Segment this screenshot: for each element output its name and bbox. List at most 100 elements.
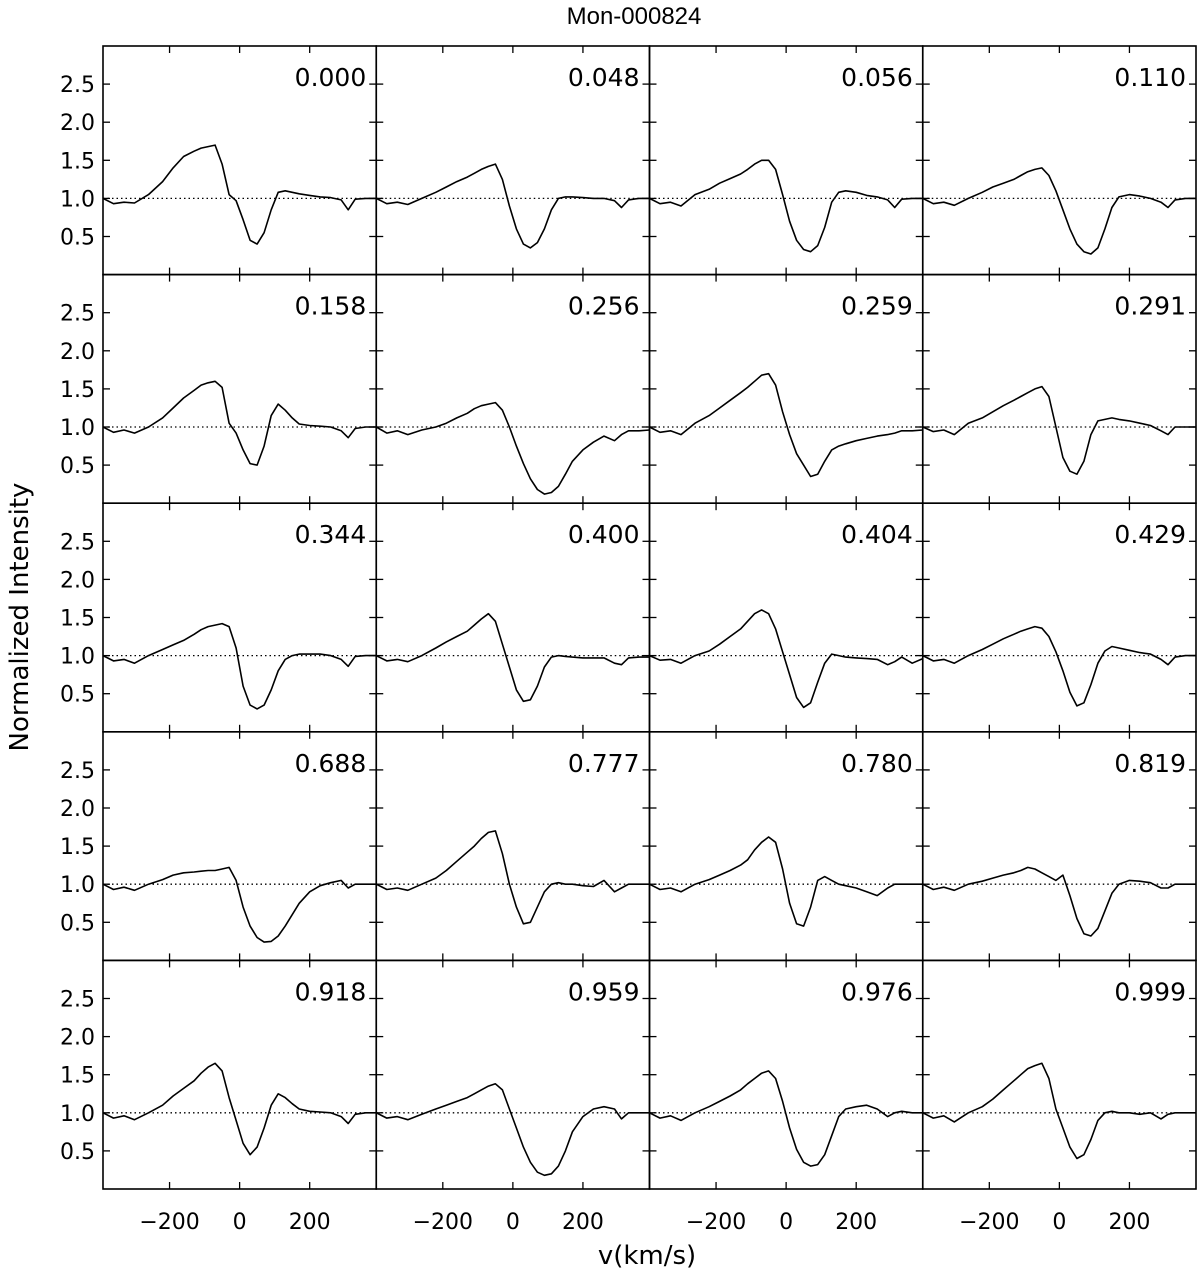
- spectrum-panel: 0.048: [375, 45, 651, 276]
- phase-label: 0.780: [841, 749, 913, 778]
- y-tick-label: 0.5: [60, 1140, 95, 1165]
- spectrum-panel: 0.819: [921, 730, 1197, 962]
- spectrum-line: [102, 866, 377, 943]
- y-tick-label: 1.5: [60, 1064, 95, 1089]
- phase-label: 0.999: [1114, 977, 1186, 1006]
- x-tick-label: 0: [1052, 1210, 1066, 1235]
- spectrum-line: [922, 866, 1196, 937]
- y-tick-label: 0.5: [60, 454, 95, 479]
- phase-label: 0.777: [568, 749, 640, 778]
- y-tick-label: 1.0: [60, 416, 95, 441]
- spectrum-line: [102, 1062, 377, 1156]
- spectrum-panel: 0.5 1.0 1.5 2.0 2.5 0.158: [60, 273, 378, 505]
- x-tick-label: 0: [506, 1210, 520, 1235]
- y-tick-label: 2.5: [60, 302, 95, 327]
- phase-label: 0.918: [295, 977, 367, 1006]
- x-tick-label: 200: [1108, 1210, 1150, 1235]
- y-tick-label: 1.0: [60, 873, 95, 898]
- x-tick-label: −200: [139, 1210, 199, 1235]
- y-tick-label: 1.0: [60, 645, 95, 670]
- x-axis-label: v(km/s): [598, 1241, 696, 1271]
- y-tick-label: 1.5: [60, 149, 95, 174]
- spectrum-panel: 0.056: [648, 45, 924, 276]
- y-tick-label: 2.0: [60, 1026, 95, 1051]
- x-tick-label: −200: [959, 1210, 1019, 1235]
- y-tick-label: 1.0: [60, 187, 95, 212]
- phase-label: 0.048: [568, 63, 640, 92]
- spectrum-line: [922, 625, 1196, 707]
- x-tick-label: 0: [779, 1210, 793, 1235]
- spectrum-line: [649, 609, 924, 709]
- phase-label: 0.404: [841, 520, 913, 549]
- phase-label: 0.259: [841, 292, 913, 321]
- y-tick-label: 0.5: [60, 911, 95, 936]
- y-tick-label: 2.0: [60, 340, 95, 365]
- phase-label: 0.429: [1114, 520, 1186, 549]
- spectrum-line: [922, 167, 1196, 255]
- spectrum-panel: 0.429: [921, 502, 1197, 733]
- y-tick-label: 1.5: [60, 378, 95, 403]
- spectrum-panel: 0.777: [375, 730, 651, 962]
- x-tick-label: −200: [413, 1210, 473, 1235]
- spectrum-line: [922, 1062, 1196, 1160]
- spectrum-line: [649, 372, 923, 478]
- spectrum-line: [649, 159, 923, 253]
- panel-grid: 0.5 1.0 1.5 2.0 2.5 0.000 0.048 0.056 0.110 0.5 1.…: [60, 45, 1197, 1235]
- spectrum-panel: 0.291: [921, 273, 1197, 505]
- y-tick-label: 2.0: [60, 797, 95, 822]
- phase-label: 0.819: [1114, 749, 1186, 778]
- y-tick-label: 1.5: [60, 835, 95, 860]
- y-tick-label: 0.5: [60, 226, 95, 251]
- spectrum-line: [375, 401, 650, 495]
- x-tick-label: 0: [233, 1210, 247, 1235]
- spectrum-panel: −200 0 200 0.976: [648, 959, 924, 1235]
- y-axis-label: Normalized Intensity: [5, 483, 35, 752]
- spectrum-line: [649, 1070, 923, 1167]
- spectrum-panel: 0.5 1.0 1.5 2.0 2.5 0.344: [60, 502, 378, 733]
- spectrum-panel: −200 0 200 0.959: [375, 959, 651, 1235]
- spectrum-line: [649, 836, 923, 927]
- figure-title: Mon-000824: [567, 3, 702, 30]
- x-tick-label: 200: [835, 1210, 877, 1235]
- y-tick-label: 0.5: [60, 683, 95, 708]
- y-tick-label: 2.5: [60, 988, 95, 1013]
- y-tick-label: 2.0: [60, 568, 95, 593]
- phase-label: 0.400: [568, 520, 640, 549]
- spectrum-line: [375, 1083, 650, 1177]
- spectrum-panel: 0.5 1.0 1.5 2.0 2.5 0.688: [60, 730, 378, 962]
- spectrum-panel: 0.5 1.0 1.5 2.0 2.5 −200 0 200 0.918: [60, 959, 378, 1235]
- spectrum-line: [375, 163, 650, 249]
- phase-label: 0.000: [295, 63, 367, 92]
- phase-label: 0.110: [1114, 63, 1186, 92]
- spectrum-panel: 0.5 1.0 1.5 2.0 2.5 0.000: [60, 45, 378, 276]
- spectrum-panel: 0.780: [648, 730, 924, 962]
- spectrum-line: [102, 622, 377, 710]
- phase-label: 0.256: [568, 292, 640, 321]
- spectrum-line: [922, 385, 1196, 475]
- spectrum-panel: 0.110: [921, 45, 1197, 276]
- phase-label: 0.158: [295, 292, 367, 321]
- phase-label: 0.291: [1114, 292, 1186, 321]
- spectrum-panel: 0.259: [648, 273, 924, 505]
- spectrum-panel: 0.256: [375, 273, 651, 505]
- phase-label: 0.344: [295, 520, 367, 549]
- spectrum-panel: 0.404: [648, 502, 924, 733]
- phase-label: 0.688: [295, 749, 367, 778]
- y-tick-label: 2.5: [60, 530, 95, 555]
- y-tick-label: 1.0: [60, 1102, 95, 1127]
- y-tick-label: 2.0: [60, 111, 95, 136]
- phase-label: 0.959: [568, 977, 640, 1006]
- phase-label: 0.976: [841, 977, 913, 1006]
- spectrum-panel: 0.400: [375, 502, 651, 733]
- x-tick-label: 200: [289, 1210, 331, 1235]
- y-tick-label: 2.5: [60, 73, 95, 98]
- spectrum-line: [375, 612, 650, 703]
- x-tick-label: −200: [686, 1210, 746, 1235]
- y-tick-label: 2.5: [60, 759, 95, 784]
- spectrum-line: [102, 380, 377, 466]
- spectrum-panel: −200 0 200 0.999: [921, 959, 1197, 1235]
- y-tick-label: 1.5: [60, 607, 95, 632]
- spectrum-line: [375, 830, 650, 925]
- x-tick-label: 200: [562, 1210, 604, 1235]
